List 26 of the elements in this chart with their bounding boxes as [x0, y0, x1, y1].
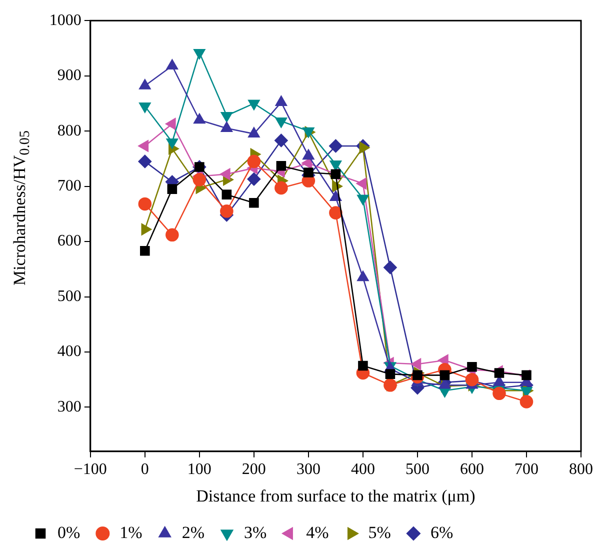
x-tick-label: 700 [514, 461, 538, 478]
x-tick-label: 100 [187, 461, 212, 478]
legend-label: 0% [58, 522, 80, 542]
x-tick-label: 600 [460, 461, 484, 478]
x-tick-label: 400 [350, 461, 375, 478]
y-tick-label: 600 [57, 232, 82, 250]
y-tick-label: 800 [57, 122, 82, 140]
legend-label: 4% [306, 522, 329, 542]
x-tick-label: 800 [569, 461, 593, 478]
legend-label: 5% [368, 522, 391, 542]
x-axis-title: Distance from surface to the matrix (μm) [196, 486, 476, 506]
x-tick-label: 300 [296, 461, 320, 478]
legend-label: 6% [430, 522, 454, 542]
y-tick-label: 900 [57, 67, 82, 84]
x-tick-label: 0 [140, 461, 149, 478]
y-tick-label: 400 [57, 343, 82, 360]
y-tick-label: 500 [57, 288, 82, 305]
legend-label: 1% [120, 522, 142, 542]
legend-label: 2% [182, 522, 204, 542]
y-tick-label: 1000 [49, 12, 82, 29]
x-tick-label: 500 [405, 461, 430, 478]
x-tick-label: 200 [242, 461, 266, 478]
y-tick-label: 300 [57, 398, 82, 416]
y-tick-label: 700 [57, 177, 82, 194]
legend-label: 3% [244, 522, 267, 542]
x-tick-label: −100 [74, 461, 107, 478]
